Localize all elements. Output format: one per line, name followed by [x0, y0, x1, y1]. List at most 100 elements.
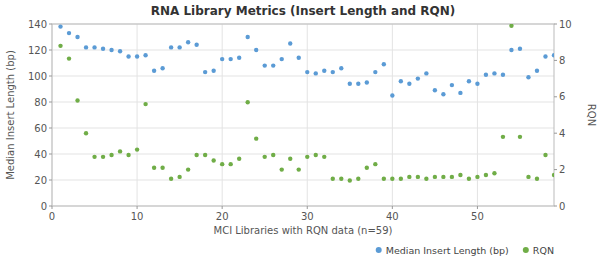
point: [322, 155, 326, 159]
grid-line-x: [307, 24, 308, 206]
grid: [52, 24, 554, 206]
tick-label-x: 20: [216, 211, 229, 222]
point: [58, 24, 62, 28]
point: [484, 73, 488, 77]
point: [203, 153, 207, 157]
point: [143, 102, 147, 106]
point: [297, 56, 301, 60]
point: [203, 70, 207, 74]
point: [518, 47, 522, 51]
point: [424, 71, 428, 75]
tick-label-y: 0: [41, 201, 47, 212]
tick-label-x: 10: [131, 211, 144, 222]
tick-y2: [554, 96, 557, 97]
tick-label-x: 40: [386, 211, 399, 222]
title: RNA Library Metrics (Insert Length and R…: [151, 4, 456, 18]
point: [339, 177, 343, 181]
point: [263, 155, 267, 159]
point: [75, 35, 79, 39]
point: [118, 149, 122, 153]
point: [237, 156, 241, 160]
grid-line-y: [52, 128, 554, 129]
point: [245, 35, 249, 39]
point: [356, 82, 360, 86]
point: [228, 57, 232, 61]
point: [501, 73, 505, 77]
point: [58, 44, 62, 48]
point: [160, 166, 164, 170]
point: [135, 54, 139, 58]
tick-label-x: 0: [49, 211, 55, 222]
tick-y: [49, 102, 52, 103]
tick-x: [392, 206, 393, 209]
grid-line-y: [52, 102, 554, 103]
point: [399, 79, 403, 83]
point: [399, 177, 403, 181]
tick-y: [49, 128, 52, 129]
point: [109, 48, 113, 52]
point: [305, 155, 309, 159]
tick-x: [307, 206, 308, 209]
point: [416, 175, 420, 179]
point: [135, 147, 139, 151]
legend: Median Insert Length (bp) RQN: [376, 245, 554, 256]
point: [458, 91, 462, 95]
point: [211, 158, 215, 162]
plot-frame: [52, 24, 554, 206]
point: [245, 100, 249, 104]
tick-y2: [554, 60, 557, 61]
point: [186, 40, 190, 44]
grid-line-y: [52, 76, 554, 77]
point: [186, 167, 190, 171]
point: [84, 45, 88, 49]
point: [152, 69, 156, 73]
point: [228, 162, 232, 166]
tick-y: [49, 154, 52, 155]
tick-label-y: 100: [28, 71, 47, 82]
point: [288, 156, 292, 160]
point: [441, 92, 445, 96]
point: [484, 173, 488, 177]
point: [67, 56, 71, 60]
tick-y2: [554, 133, 557, 134]
point: [211, 69, 215, 73]
point: [254, 48, 258, 52]
tick-x: [477, 206, 478, 209]
point: [118, 49, 122, 53]
point: [92, 155, 96, 159]
legend-item: Median Insert Length (bp): [376, 245, 509, 256]
point: [509, 48, 513, 52]
points: [58, 24, 554, 183]
point: [348, 178, 352, 182]
point: [390, 93, 394, 97]
point: [101, 47, 105, 51]
legend-item: RQN: [523, 245, 554, 256]
tick-y2: [554, 24, 557, 25]
tick-x: [137, 206, 138, 209]
point: [501, 135, 505, 139]
point: [390, 177, 394, 181]
legend-swatch: [523, 247, 529, 253]
point: [424, 177, 428, 181]
point: [382, 177, 386, 181]
point: [467, 177, 471, 181]
point: [518, 135, 522, 139]
point: [194, 43, 198, 47]
grid-line-x: [137, 24, 138, 206]
point: [271, 153, 275, 157]
point: [373, 70, 377, 74]
point: [441, 175, 445, 179]
tick-label-y2: 10: [559, 19, 572, 30]
point: [526, 75, 530, 79]
tick-y: [49, 50, 52, 51]
series-1: [58, 24, 554, 183]
tick-x: [222, 206, 223, 209]
grid-line-x: [222, 24, 223, 206]
point: [509, 24, 513, 28]
point: [160, 66, 164, 70]
point: [492, 171, 496, 175]
point: [305, 70, 309, 74]
point: [169, 177, 173, 181]
point: [450, 83, 454, 87]
point: [552, 53, 554, 57]
